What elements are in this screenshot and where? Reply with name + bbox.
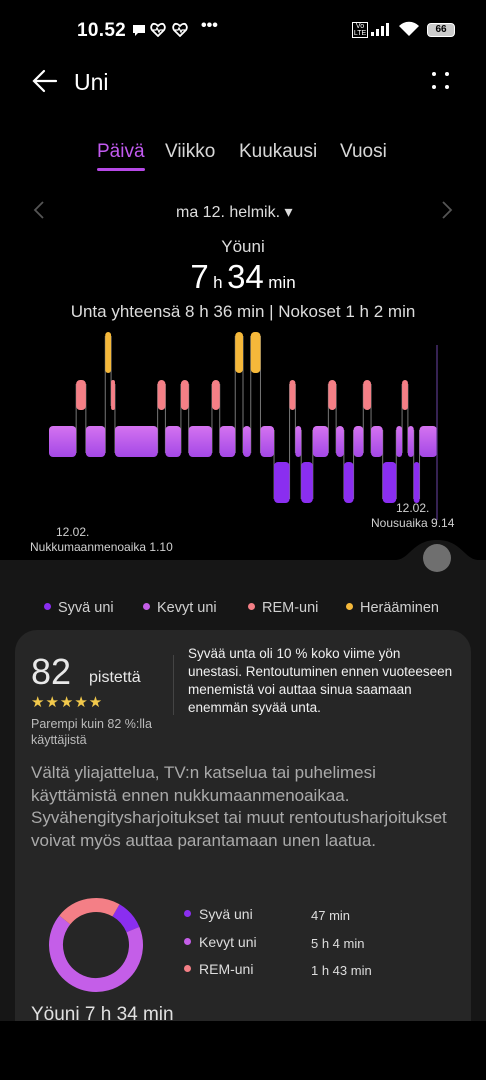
sleep-segment-light — [419, 426, 437, 457]
sleep-segment-deep — [343, 462, 354, 503]
night-sleep-section-title: Yöuni 7 h 34 min — [31, 1004, 174, 1025]
breakdown-light-value: 5 h 4 min — [311, 936, 365, 951]
legend-dot — [44, 603, 51, 610]
sleep-segment-rem — [180, 380, 189, 410]
duration-hours-unit: h — [213, 273, 223, 292]
legend-dot — [143, 603, 150, 610]
sleep-segment-light — [114, 426, 158, 457]
volte-icon: Vo LTE — [352, 22, 368, 38]
breakdown-rem-value: 1 h 43 min — [311, 963, 372, 978]
legend-dot — [248, 603, 255, 610]
sleep-segment-rem — [111, 380, 115, 410]
sleep-score-unit: pistettä — [89, 669, 141, 686]
wake-caption: Nousuaika 9.14 — [371, 516, 455, 530]
bedtime-caption: Nukkumaanmenoaika 1.10 — [30, 540, 173, 554]
previous-day-icon[interactable] — [32, 200, 46, 220]
sleep-segment-light — [243, 426, 251, 457]
wake-date: 12.02. — [396, 501, 430, 515]
sleep-segment-light — [336, 426, 344, 457]
breakdown-dot — [184, 910, 191, 917]
legend-awake: Herääminen — [346, 600, 439, 616]
sleep-segment-light — [188, 426, 212, 457]
sleep-segment-light — [407, 426, 414, 457]
active-tab-indicator — [97, 168, 145, 171]
sleep-stage-chart — [49, 332, 438, 520]
tab-week[interactable]: Viikko — [165, 141, 216, 162]
tab-year[interactable]: Vuosi — [340, 141, 387, 162]
duration-minutes: 34 — [227, 258, 264, 295]
breakdown-rem: REM-uni — [184, 961, 253, 979]
next-day-icon[interactable] — [440, 200, 454, 220]
signal-icon — [371, 23, 389, 36]
breakdown-dot — [184, 938, 191, 945]
sleep-segment-deep — [301, 462, 313, 503]
wifi-icon — [399, 21, 419, 36]
status-bar: 10.52 ••• Vo LTE 66 — [0, 0, 486, 60]
sleep-segment-light — [396, 426, 403, 457]
sleep-segment-light — [260, 426, 275, 457]
sleep-segment-light — [353, 426, 364, 457]
sleep-segment-awake — [250, 332, 261, 373]
sleep-segment-rem — [363, 380, 372, 410]
sleep-score-card[interactable] — [15, 630, 471, 1080]
sleep-segment-light — [49, 426, 77, 457]
sleep-segment-light — [165, 426, 181, 457]
sleep-segment-rem — [76, 380, 86, 410]
sleep-segment-light — [85, 426, 106, 457]
legend-deep: Syvä uni — [44, 600, 114, 616]
ring-arc-1 — [49, 898, 143, 992]
sleep-segment-rem — [157, 380, 166, 410]
sleep-advice: Vältä yliajattelua, TV:n katselua tai pu… — [31, 763, 447, 850]
back-arrow-icon[interactable] — [30, 64, 60, 98]
battery-icon: 66 — [427, 23, 455, 37]
deep-sleep-insight: Syvää unta oli 10 % koko viime yön unest… — [188, 646, 453, 715]
legend-rem: REM-uni — [248, 600, 318, 616]
sleep-score-value: 82 — [31, 651, 72, 692]
heart-rate-icon — [172, 22, 188, 37]
legend-light: Kevyt uni — [143, 600, 217, 616]
sleep-segment-awake — [235, 332, 243, 373]
sleep-segment-light — [371, 426, 383, 457]
sleep-score-stars: ★★★★★ — [31, 694, 104, 711]
duration-hours: 7 — [190, 258, 209, 295]
night-sleep-label: Yöuni — [221, 237, 265, 256]
sleep-segment-rem — [289, 380, 296, 410]
sleep-segment-light — [219, 426, 236, 457]
tab-day[interactable]: Päivä — [97, 141, 145, 162]
more-options-icon[interactable] — [430, 70, 452, 92]
breakdown-dot — [184, 965, 191, 972]
breakdown-light: Kevyt uni — [184, 934, 257, 952]
better-than-text: Parempi kuin 82 %:lla käyttäjistä — [31, 717, 152, 747]
bedtime-date: 12.02. — [56, 525, 90, 539]
night-sleep-duration: 7 h 34 min — [0, 258, 486, 296]
more-notifications-icon: ••• — [201, 17, 218, 34]
status-time: 10.52 — [77, 20, 127, 41]
sleep-segment-rem — [328, 380, 337, 410]
ring-arc-0 — [49, 898, 143, 992]
sleep-segment-rem — [402, 380, 408, 410]
sleep-segment-rem — [211, 380, 220, 410]
tab-month[interactable]: Kuukausi — [239, 141, 318, 162]
card-divider — [173, 655, 174, 715]
sleep-segment-deep — [274, 462, 290, 503]
panel-drag-handle[interactable] — [423, 544, 451, 572]
sleep-segment-deep — [382, 462, 397, 503]
breakdown-deep-value: 47 min — [311, 908, 351, 923]
sleep-segment-light — [295, 426, 302, 457]
page-title: Uni — [74, 69, 109, 95]
sleep-segment-deep — [413, 462, 420, 503]
heart-rate-icon — [150, 22, 166, 37]
sleep-segment-awake — [105, 332, 112, 373]
breakdown-deep: Syvä uni — [184, 906, 253, 924]
sleep-breakdown-ring — [49, 898, 143, 992]
sleep-segment-light — [312, 426, 329, 457]
sleep-summary: Unta yhteensä 8 h 36 min | Nokoset 1 h 2… — [70, 302, 416, 321]
system-nav-bar — [0, 1021, 486, 1080]
legend-dot — [346, 603, 353, 610]
chat-bubble-icon — [133, 25, 145, 36]
date-selector[interactable]: ma 12. helmik. ▾ — [176, 204, 293, 221]
duration-minutes-unit: min — [268, 273, 296, 292]
